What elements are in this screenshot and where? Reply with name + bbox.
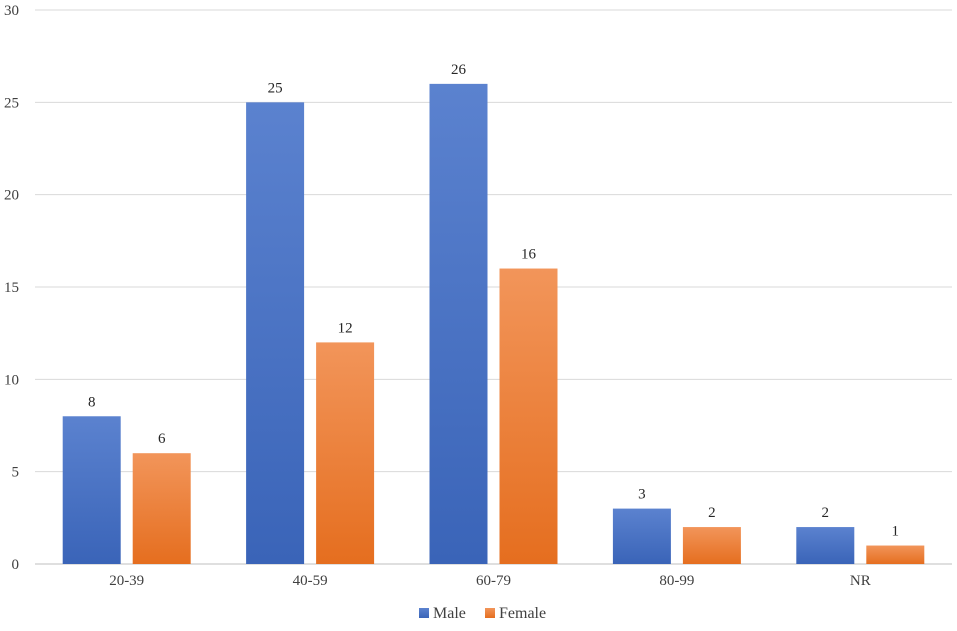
x-tick-label: 40-59	[293, 573, 328, 589]
y-tick-label: 15	[4, 280, 19, 296]
female-bar	[499, 268, 558, 564]
legend-swatch-female	[485, 608, 495, 618]
female-bar	[866, 545, 925, 564]
female-bar	[682, 527, 741, 564]
legend-label-female: Female	[499, 605, 546, 622]
female-data-label: 1	[892, 524, 900, 540]
x-tick-label: NR	[850, 573, 871, 589]
y-tick-label: 0	[12, 557, 20, 573]
male-data-label: 2	[822, 505, 830, 521]
male-data-label: 3	[638, 487, 646, 503]
female-data-label: 6	[158, 431, 166, 447]
female-bar	[316, 342, 375, 564]
x-tick-label: 20-39	[109, 573, 144, 589]
x-tick-label: 80-99	[659, 573, 694, 589]
male-data-label: 25	[268, 80, 283, 96]
male-bar	[612, 508, 671, 564]
x-axis: 20-39 40-59 60-79 80-99 NR	[109, 573, 871, 589]
x-tick-label: 60-79	[476, 573, 511, 589]
female-data-label: 16	[521, 247, 537, 263]
male-bar	[429, 83, 488, 564]
bars: 8 6 25 12 26 16 3 2 2 1	[62, 62, 925, 564]
legend: Male Female	[419, 605, 546, 622]
y-axis: 0 5 10 15 20 25 30	[4, 3, 19, 573]
male-bar	[246, 102, 305, 564]
female-data-label: 2	[708, 505, 716, 521]
y-tick-label: 25	[4, 95, 19, 111]
male-bar	[62, 416, 121, 564]
female-bar	[132, 453, 191, 564]
y-tick-label: 30	[4, 3, 19, 19]
y-tick-label: 5	[12, 465, 20, 481]
legend-swatch-male	[419, 608, 429, 618]
y-tick-label: 20	[4, 188, 19, 204]
legend-label-male: Male	[433, 605, 466, 622]
y-tick-label: 10	[4, 372, 19, 388]
male-data-label: 8	[88, 394, 96, 410]
male-bar	[796, 527, 855, 564]
female-data-label: 12	[338, 320, 353, 336]
male-data-label: 26	[451, 62, 467, 78]
